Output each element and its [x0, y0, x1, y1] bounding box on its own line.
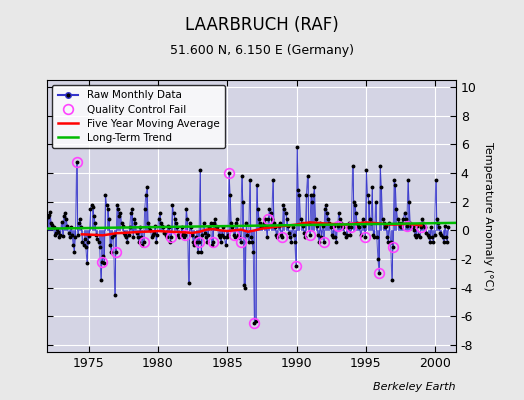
- Text: LAARBRUCH (RAF): LAARBRUCH (RAF): [185, 16, 339, 34]
- Text: Berkeley Earth: Berkeley Earth: [374, 382, 456, 392]
- Text: 51.600 N, 6.150 E (Germany): 51.600 N, 6.150 E (Germany): [170, 44, 354, 57]
- Legend: Raw Monthly Data, Quality Control Fail, Five Year Moving Average, Long-Term Tren: Raw Monthly Data, Quality Control Fail, …: [52, 85, 225, 148]
- Y-axis label: Temperature Anomaly (°C): Temperature Anomaly (°C): [483, 142, 493, 290]
